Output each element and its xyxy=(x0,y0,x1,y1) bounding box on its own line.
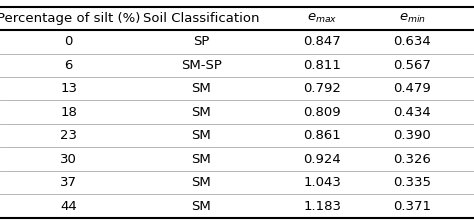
Text: 0.390: 0.390 xyxy=(393,129,431,142)
Text: 30: 30 xyxy=(60,153,77,166)
Text: 13: 13 xyxy=(60,82,77,95)
Text: 0.371: 0.371 xyxy=(393,200,431,213)
Text: 1.043: 1.043 xyxy=(303,176,341,189)
Text: 23: 23 xyxy=(60,129,77,142)
Text: 6: 6 xyxy=(64,59,73,72)
Text: SM: SM xyxy=(191,153,211,166)
Text: 0.434: 0.434 xyxy=(393,106,431,119)
Text: Percentage of silt (%): Percentage of silt (%) xyxy=(0,12,140,25)
Text: $e_{max}$: $e_{max}$ xyxy=(307,12,337,25)
Text: 0.335: 0.335 xyxy=(393,176,431,189)
Text: SM: SM xyxy=(191,200,211,213)
Text: 37: 37 xyxy=(60,176,77,189)
Text: SM-SP: SM-SP xyxy=(181,59,222,72)
Text: Soil Classification: Soil Classification xyxy=(143,12,260,25)
Text: SM: SM xyxy=(191,176,211,189)
Text: 0.479: 0.479 xyxy=(393,82,431,95)
Text: 18: 18 xyxy=(60,106,77,119)
Text: 0.847: 0.847 xyxy=(303,35,341,48)
Text: 44: 44 xyxy=(60,200,77,213)
Text: 0: 0 xyxy=(64,35,73,48)
Text: 0.792: 0.792 xyxy=(303,82,341,95)
Text: 0.861: 0.861 xyxy=(303,129,341,142)
Text: 0.634: 0.634 xyxy=(393,35,431,48)
Text: 0.809: 0.809 xyxy=(303,106,341,119)
Text: SM: SM xyxy=(191,106,211,119)
Text: 0.811: 0.811 xyxy=(303,59,341,72)
Text: 0.567: 0.567 xyxy=(393,59,431,72)
Text: $e_{min}$: $e_{min}$ xyxy=(399,12,426,25)
Text: SP: SP xyxy=(193,35,210,48)
Text: SM: SM xyxy=(191,129,211,142)
Text: 0.326: 0.326 xyxy=(393,153,431,166)
Text: 1.183: 1.183 xyxy=(303,200,341,213)
Text: 0.924: 0.924 xyxy=(303,153,341,166)
Text: SM: SM xyxy=(191,82,211,95)
